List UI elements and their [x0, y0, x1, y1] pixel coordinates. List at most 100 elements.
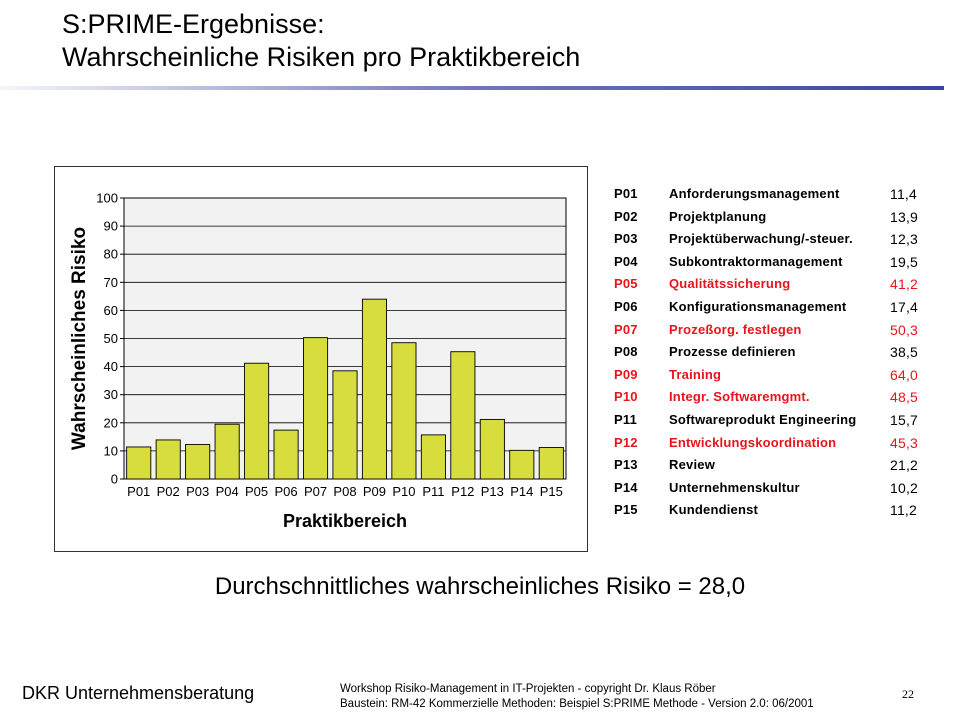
legend-code: P09	[614, 366, 638, 382]
y-tick-label: 90	[104, 219, 118, 234]
legend-code: P07	[614, 321, 638, 337]
bar	[273, 429, 299, 480]
legend-name: Konfigurationsmanagement	[669, 298, 847, 314]
legend-name: Integr. Softwaremgmt.	[669, 389, 810, 405]
y-tick-label: 0	[111, 472, 118, 487]
legend-row: P10 Integr. Softwaremgmt. 48,5	[614, 387, 934, 410]
y-tick-label: 20	[104, 415, 118, 430]
legend-row: P03 Projektüberwachung/-steuer. 12,3	[614, 229, 934, 252]
y-tick-label: 70	[104, 275, 118, 290]
bar	[244, 362, 270, 480]
legend-value: 41,2	[890, 276, 919, 293]
legend-code: P11	[614, 411, 638, 427]
x-tick-label: P06	[274, 484, 297, 499]
legend-row: P09 Training 64,0	[614, 365, 934, 388]
footer-info: Workshop Risiko-Management in IT-Projekt…	[340, 682, 814, 712]
legend-value: 11,2	[890, 502, 918, 519]
legend-value: 45,3	[890, 434, 919, 451]
bar	[185, 443, 211, 480]
y-tick-label: 50	[104, 331, 118, 346]
y-tick-label: 60	[104, 303, 118, 318]
legend-value: 19,5	[890, 253, 919, 270]
legend-name: Unternehmenskultur	[669, 479, 800, 495]
legend-name: Entwicklungskoordination	[669, 434, 837, 450]
y-tick-label: 100	[96, 191, 118, 206]
bar	[155, 439, 181, 480]
legend-code: P02	[614, 208, 638, 224]
x-tick-label: P15	[540, 484, 563, 499]
legend-code: P05	[614, 276, 638, 292]
x-tick-label: P07	[304, 484, 327, 499]
bar-chart: 0 10 20 30 40 50 60 70 80 90 100 P01 P02 P03 P04 P05 P06…	[69, 191, 567, 531]
legend-code: P06	[614, 298, 638, 314]
practice-area-legend: P01 Anforderungsmanagement 11,4 P02 Projektp…	[614, 184, 934, 523]
y-tick-label: 80	[104, 247, 118, 262]
x-tick-label: P11	[422, 484, 444, 499]
legend-name: Projektüberwachung/-steuer.	[669, 231, 853, 247]
x-axis-label: Praktikbereich	[283, 511, 407, 531]
legend-value: 50,3	[890, 321, 919, 338]
title-divider	[0, 86, 944, 90]
legend-name: Anforderungsmanagement	[669, 186, 840, 201]
bar	[538, 447, 564, 480]
page-number: 22	[902, 687, 914, 701]
bar	[450, 351, 476, 480]
y-tick-label: 40	[104, 359, 118, 374]
x-tick-label: P05	[245, 484, 268, 499]
x-tick-label: P13	[481, 484, 504, 499]
bar	[126, 446, 152, 480]
bar	[332, 370, 358, 480]
x-tick-label: P10	[392, 484, 415, 499]
y-tick-label: 10	[104, 443, 118, 458]
x-tick-label: P04	[216, 484, 239, 499]
bar	[303, 337, 329, 480]
legend-code: P04	[614, 253, 638, 269]
legend-value: 21,2	[890, 457, 919, 474]
legend-name: Prozeßorg. festlegen	[669, 321, 802, 337]
legend-code: P01	[614, 186, 638, 201]
average-risk-text: Durchschnittliches wahrscheinliches Risi…	[214, 573, 746, 600]
bar	[509, 449, 535, 480]
y-axis-label: Wahrscheinliches Risiko	[69, 227, 90, 450]
legend-code: P15	[614, 502, 638, 518]
legend-value: 48,5	[890, 389, 919, 406]
legend-name: Softwareprodukt Engineering	[669, 411, 857, 427]
legend-row: P06 Konfigurationsmanagement 17,4	[614, 297, 934, 320]
slide-title: S:PRIME-Ergebnisse: Wahrscheinliche Risi…	[62, 8, 580, 74]
legend-code: P10	[614, 389, 638, 405]
legend-code: P03	[614, 231, 638, 247]
legend-row: P07 Prozeßorg. festlegen 50,3	[614, 320, 934, 343]
bar	[420, 434, 446, 480]
legend-name: Subkontraktormanagement	[669, 253, 843, 269]
legend-name: Training	[669, 366, 722, 382]
legend-value: 15,7	[890, 411, 919, 428]
legend-row: P13 Review 21,2	[614, 455, 934, 478]
legend-name: Prozesse definieren	[669, 344, 796, 360]
legend-row: P02 Projektplanung 13,9	[614, 207, 934, 230]
legend-value: 64,0	[890, 366, 919, 383]
bar	[479, 418, 505, 480]
legend-value: 11,4	[890, 186, 918, 202]
bar	[391, 342, 417, 480]
x-tick-label: P02	[157, 484, 180, 499]
legend-code: P08	[614, 344, 638, 360]
bar	[214, 423, 240, 480]
footer-line-1: Workshop Risiko-Management in IT-Projekt…	[340, 683, 716, 695]
legend-row: P04 Subkontraktormanagement 19,5	[614, 252, 934, 275]
legend-row: P14 Unternehmenskultur 10,2	[614, 478, 934, 501]
legend-value: 12,3	[890, 231, 919, 248]
x-tick-label: P01	[127, 484, 150, 499]
legend-name: Qualitätssicherung	[669, 276, 791, 292]
bar	[361, 298, 387, 480]
y-tick-label: 30	[104, 387, 118, 402]
legend-value: 10,2	[890, 479, 919, 496]
legend-code: P12	[614, 434, 638, 450]
legend-code: P14	[614, 479, 638, 495]
x-tick-label: P03	[186, 484, 209, 499]
legend-row: P08 Prozesse definieren 38,5	[614, 342, 934, 365]
legend-row: P11 Softwareprodukt Engineering 15,7	[614, 410, 934, 433]
legend-name: Review	[669, 457, 716, 473]
legend-code: P13	[614, 457, 638, 473]
legend-row: P12 Entwicklungskoordination 45,3	[614, 433, 934, 456]
legend-row: P15 Kundendienst 11,2	[614, 500, 934, 523]
